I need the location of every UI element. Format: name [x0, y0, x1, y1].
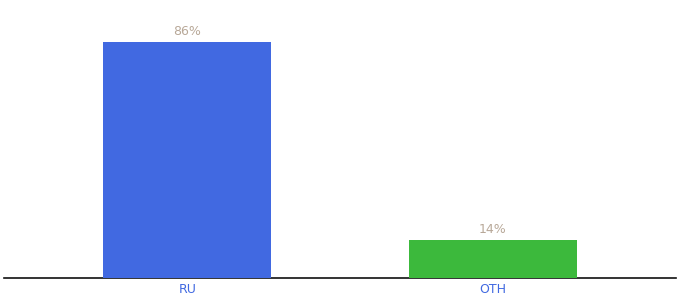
Bar — [409, 240, 577, 278]
Bar — [103, 43, 271, 278]
Text: 14%: 14% — [479, 223, 507, 236]
Text: 86%: 86% — [173, 26, 201, 38]
